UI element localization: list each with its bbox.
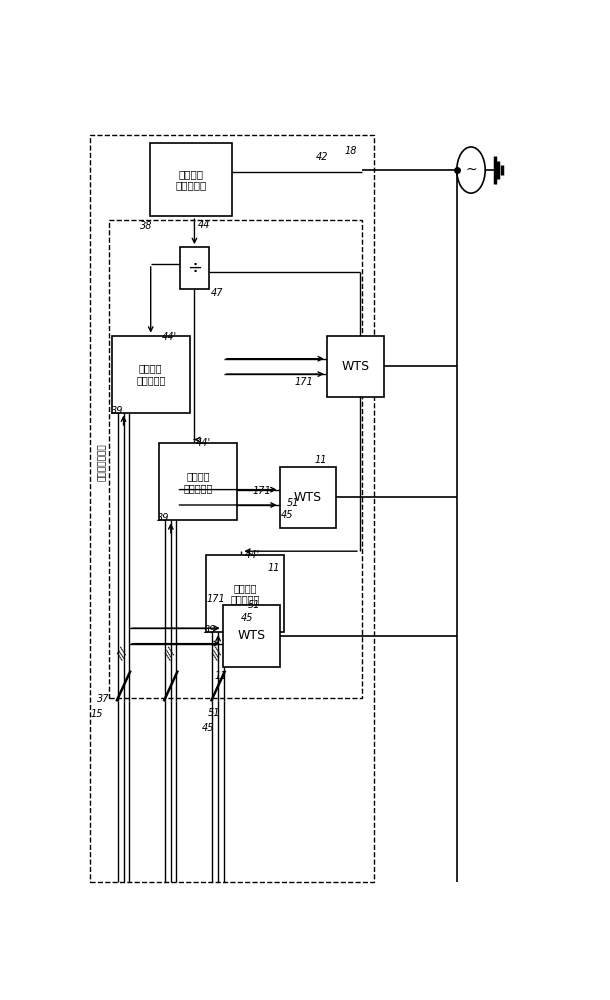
- Text: 44: 44: [198, 220, 210, 230]
- Bar: [159, 443, 237, 520]
- Text: ÷: ÷: [187, 259, 202, 277]
- Bar: [223, 605, 279, 667]
- Text: WTS: WTS: [237, 629, 265, 642]
- Text: 44': 44': [245, 550, 260, 560]
- Text: 51: 51: [208, 708, 221, 718]
- Text: ~: ~: [465, 163, 477, 177]
- Text: 44': 44': [195, 438, 210, 448]
- Text: 45: 45: [201, 723, 214, 733]
- Text: 39: 39: [110, 406, 123, 416]
- Text: 37: 37: [97, 694, 109, 704]
- Text: 慢性响应
参考产生器: 慢性响应 参考产生器: [183, 471, 213, 493]
- Text: 11: 11: [268, 563, 280, 573]
- Text: WTS: WTS: [294, 491, 322, 504]
- Bar: [206, 555, 284, 632]
- Bar: [181, 247, 209, 289]
- Text: 171: 171: [253, 486, 271, 496]
- Text: ///: ///: [211, 647, 225, 661]
- Text: 171: 171: [295, 377, 314, 387]
- Text: 45: 45: [241, 613, 254, 623]
- Text: 慢性响应
参考产生器: 慢性响应 参考产生器: [231, 583, 260, 604]
- Text: 11: 11: [214, 671, 227, 681]
- Text: 42: 42: [316, 152, 328, 162]
- Text: 11: 11: [315, 455, 328, 465]
- Text: 171: 171: [207, 594, 226, 604]
- Text: 39: 39: [204, 625, 217, 635]
- Bar: [327, 336, 384, 397]
- Bar: [279, 466, 336, 528]
- Text: 15: 15: [90, 709, 103, 719]
- Text: 47: 47: [211, 288, 223, 298]
- Text: 45: 45: [281, 510, 293, 520]
- Text: 44': 44': [162, 332, 176, 342]
- Text: 51: 51: [248, 600, 260, 610]
- Text: 18: 18: [344, 146, 357, 156]
- Text: 慢性响应分配器: 慢性响应分配器: [98, 444, 107, 481]
- Text: 慢性响应
参考产生器: 慢性响应 参考产生器: [136, 363, 165, 385]
- Text: WTS: WTS: [341, 360, 369, 373]
- Text: 综合慢性
响应产生器: 综合慢性 响应产生器: [175, 169, 207, 190]
- Bar: [109, 220, 362, 698]
- Bar: [112, 336, 190, 413]
- Text: 51: 51: [287, 498, 300, 508]
- Bar: [149, 143, 232, 216]
- Text: ///: ///: [117, 647, 131, 661]
- Text: ///: ///: [163, 647, 178, 661]
- Text: 38: 38: [140, 221, 152, 231]
- Text: 39: 39: [157, 513, 169, 523]
- Bar: [90, 135, 374, 882]
